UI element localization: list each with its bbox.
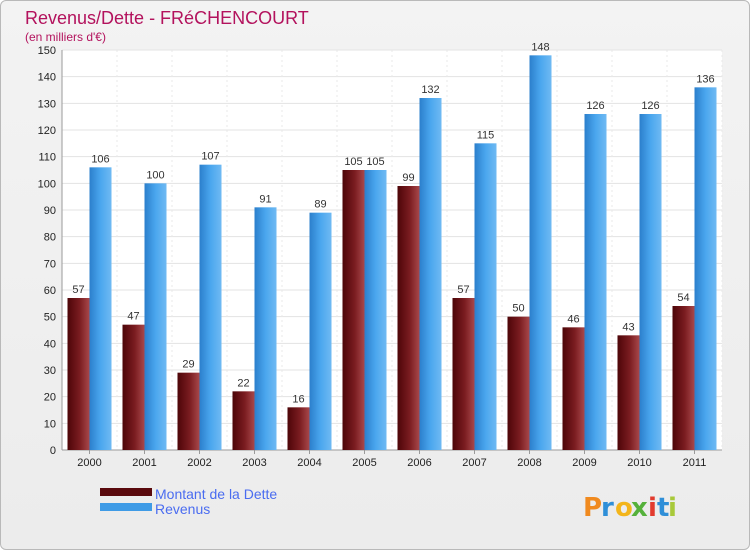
bar-revenue-2003 bbox=[254, 207, 277, 450]
y-tick-label: 120 bbox=[38, 125, 56, 137]
bar-debt-2002 bbox=[177, 372, 200, 450]
y-tick-label: 100 bbox=[38, 178, 56, 190]
y-tick-label: 130 bbox=[38, 98, 56, 110]
bar-revenue-2008 bbox=[529, 55, 552, 450]
bar-revenue-2007 bbox=[474, 143, 497, 451]
x-tick-label: 2005 bbox=[352, 457, 376, 469]
grid-layer bbox=[61, 49, 723, 451]
bar-revenue-2010 bbox=[639, 114, 662, 450]
bar-revenue-2009 bbox=[584, 114, 607, 450]
bar-revenue-2000 bbox=[89, 167, 112, 451]
value-label-revenue-2009: 126 bbox=[586, 100, 604, 112]
legend-swatch-debt bbox=[100, 488, 152, 496]
bar-debt-2000 bbox=[67, 298, 90, 450]
bar-debt-2001 bbox=[122, 324, 145, 450]
y-tick-label: 0 bbox=[50, 445, 56, 457]
value-label-revenue-2005: 105 bbox=[366, 156, 384, 168]
value-label-debt-2011: 54 bbox=[677, 292, 689, 304]
value-label-revenue-2002: 107 bbox=[201, 151, 219, 163]
bar-revenue-2002 bbox=[199, 164, 222, 450]
value-label-revenue-2000: 106 bbox=[91, 153, 109, 165]
bar-debt-2010 bbox=[617, 335, 640, 450]
logo-letter: o bbox=[615, 493, 633, 523]
value-label-debt-2010: 43 bbox=[622, 321, 634, 333]
bar-revenue-2001 bbox=[144, 183, 167, 451]
value-label-revenue-2008: 148 bbox=[531, 41, 549, 53]
y-tick-label: 150 bbox=[38, 45, 56, 57]
logo-letter: i bbox=[648, 493, 657, 523]
value-label-debt-2001: 47 bbox=[127, 311, 139, 323]
legend-swatch-revenue bbox=[100, 503, 152, 511]
logo-letter: P bbox=[583, 493, 602, 523]
y-tick-label: 30 bbox=[44, 365, 56, 377]
x-tick-label: 2002 bbox=[187, 457, 211, 469]
x-tick-label: 2010 bbox=[627, 457, 651, 469]
y-tick-label: 50 bbox=[44, 312, 56, 324]
y-tick-label: 70 bbox=[44, 258, 56, 270]
x-tick-label: 2011 bbox=[683, 457, 707, 469]
legend-label-revenue: Revenus bbox=[155, 501, 210, 517]
x-tick-label: 2008 bbox=[517, 457, 541, 469]
bar-debt-2005 bbox=[342, 170, 365, 450]
value-label-debt-2005: 105 bbox=[344, 156, 362, 168]
logo-letter: i bbox=[668, 493, 677, 523]
bar-debt-2006 bbox=[397, 186, 420, 450]
value-label-debt-2008: 50 bbox=[512, 303, 524, 315]
label-layer: 57 106 47 100 29 107 22 91 16 89 105 105 99 132 57 115 5… bbox=[72, 41, 714, 405]
value-label-debt-2000: 57 bbox=[72, 284, 84, 296]
value-label-revenue-2006: 132 bbox=[421, 84, 439, 96]
value-label-revenue-2004: 89 bbox=[314, 199, 326, 211]
chart-subtitle: (en milliers d'€) bbox=[25, 30, 106, 44]
value-label-revenue-2010: 126 bbox=[641, 100, 659, 112]
y-tick-label: 20 bbox=[44, 392, 56, 404]
bar-layer bbox=[67, 55, 717, 451]
value-label-debt-2004: 16 bbox=[292, 393, 304, 405]
legend-label-debt: Montant de la Dette bbox=[155, 486, 277, 502]
logo-letter: x bbox=[631, 493, 648, 523]
x-tick-label: 2006 bbox=[407, 457, 431, 469]
x-tick-label: 2000 bbox=[77, 457, 101, 469]
bar-debt-2003 bbox=[232, 391, 255, 450]
y-tick-label: 60 bbox=[44, 285, 56, 297]
x-tick-label: 2007 bbox=[462, 457, 486, 469]
x-tick-label: 2003 bbox=[242, 457, 266, 469]
value-label-debt-2007: 57 bbox=[457, 284, 469, 296]
y-tick-label: 40 bbox=[44, 338, 56, 350]
y-tick-label: 110 bbox=[38, 152, 56, 164]
logo-letter: t bbox=[657, 493, 669, 523]
proxiti-logo: Pr ox i ti bbox=[583, 493, 677, 523]
value-label-revenue-2007: 115 bbox=[477, 129, 495, 141]
value-label-debt-2002: 29 bbox=[182, 359, 194, 371]
y-tick-label: 10 bbox=[44, 418, 56, 430]
value-label-debt-2003: 22 bbox=[237, 377, 249, 389]
bar-debt-2004 bbox=[287, 407, 310, 450]
value-label-revenue-2003: 91 bbox=[259, 193, 271, 205]
bar-revenue-2004 bbox=[309, 212, 332, 450]
x-tick-label: 2009 bbox=[572, 457, 596, 469]
axis-layer: 0 10 20 30 40 50 60 70 80 90 100 110 120 130 140 150 200… bbox=[38, 45, 722, 469]
value-label-revenue-2001: 100 bbox=[146, 169, 164, 181]
logo-letter: r bbox=[601, 493, 614, 523]
bar-revenue-2005 bbox=[364, 170, 387, 450]
bar-debt-2007 bbox=[452, 298, 475, 450]
bar-revenue-2006 bbox=[419, 98, 442, 450]
bar-debt-2011 bbox=[672, 306, 695, 450]
x-tick-label: 2004 bbox=[297, 457, 321, 469]
y-tick-label: 140 bbox=[38, 72, 56, 84]
legend: Montant de la Dette Revenus bbox=[100, 486, 277, 517]
value-label-debt-2006: 99 bbox=[402, 172, 414, 184]
y-tick-label: 80 bbox=[44, 232, 56, 244]
chart-title: Revenus/Dette - FRéCHENCOURT bbox=[25, 8, 309, 28]
bar-debt-2008 bbox=[507, 316, 530, 450]
value-label-revenue-2011: 136 bbox=[696, 73, 714, 85]
y-tick-label: 90 bbox=[44, 205, 56, 217]
bar-revenue-2011 bbox=[694, 87, 717, 450]
bar-debt-2009 bbox=[562, 327, 585, 450]
value-label-debt-2009: 46 bbox=[567, 313, 579, 325]
x-tick-label: 2001 bbox=[132, 457, 156, 469]
